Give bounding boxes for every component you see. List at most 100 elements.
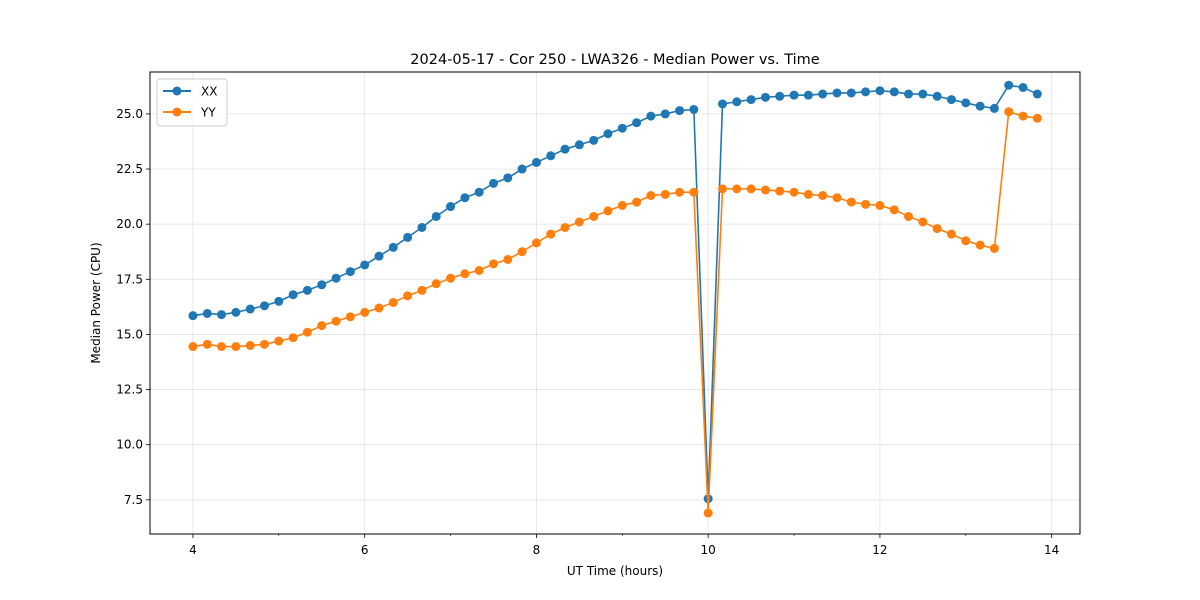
data-point-xx	[488, 178, 498, 188]
data-point-xx	[202, 308, 212, 318]
x-tick-label: 14	[1044, 543, 1059, 557]
data-point-yy	[517, 247, 527, 257]
data-point-yy	[474, 265, 484, 275]
data-point-yy	[789, 187, 799, 197]
data-point-xx	[946, 95, 956, 105]
data-point-yy	[603, 206, 613, 216]
data-point-xx	[660, 109, 670, 119]
data-point-xx	[388, 242, 398, 252]
plot-frame	[149, 71, 1081, 535]
data-point-xx	[889, 87, 899, 97]
data-point-yy	[760, 185, 770, 195]
data-point-xx	[1018, 82, 1028, 92]
data-point-yy	[689, 187, 699, 197]
data-point-xx	[345, 267, 355, 277]
data-point-xx	[789, 90, 799, 100]
data-point-xx	[546, 151, 556, 161]
data-point-xx	[989, 103, 999, 113]
data-point-xx	[861, 87, 871, 97]
data-point-yy	[231, 342, 241, 352]
data-point-yy	[803, 189, 813, 199]
data-point-yy	[617, 200, 627, 210]
data-point-yy	[259, 339, 269, 349]
data-point-yy	[574, 217, 584, 227]
data-point-yy	[460, 269, 470, 279]
data-point-yy	[632, 197, 642, 207]
axis-ticks: 4 6 8 10 12 14 7.5 10.0 12.5 15.0 17.5 20.0 22.5 25.0	[116, 107, 1059, 557]
legend-marker-yy	[172, 107, 182, 117]
data-point-xx	[317, 280, 327, 290]
data-point-xx	[818, 89, 828, 99]
data-point-yy	[675, 187, 685, 197]
data-point-xx	[632, 118, 642, 128]
data-point-xx	[417, 222, 427, 232]
data-point-yy	[660, 189, 670, 199]
data-point-xx	[918, 89, 928, 99]
data-point-xx	[904, 89, 914, 99]
data-point-yy	[288, 333, 298, 343]
data-point-xx	[718, 99, 728, 109]
data-point-yy	[846, 197, 856, 207]
data-point-yy	[274, 336, 284, 346]
data-point-xx	[1032, 89, 1042, 99]
data-point-yy	[1032, 113, 1042, 123]
data-point-xx	[760, 92, 770, 102]
x-tick-label: 4	[189, 543, 197, 557]
data-point-yy	[818, 190, 828, 200]
data-point-yy	[989, 243, 999, 253]
data-point-yy	[431, 279, 441, 289]
data-point-xx	[875, 86, 885, 96]
data-point-xx	[1004, 80, 1014, 90]
data-point-xx	[188, 311, 198, 321]
data-point-xx	[961, 98, 971, 108]
data-point-xx	[331, 273, 341, 283]
data-point-xx	[589, 135, 599, 145]
data-point-yy	[746, 184, 756, 194]
y-tick-label: 12.5	[116, 383, 143, 397]
data-point-xx	[431, 211, 441, 221]
data-point-xx	[259, 301, 269, 311]
data-point-yy	[403, 291, 413, 301]
data-point-xx	[288, 290, 298, 300]
data-point-xx	[846, 88, 856, 98]
data-point-xx	[245, 304, 255, 314]
data-point-xx	[302, 285, 312, 295]
data-point-xx	[775, 91, 785, 101]
data-point-yy	[904, 211, 914, 221]
data-point-xx	[646, 111, 656, 121]
data-point-xx	[932, 91, 942, 101]
data-point-yy	[861, 199, 871, 209]
data-point-xx	[574, 140, 584, 150]
data-point-yy	[388, 297, 398, 307]
data-point-yy	[975, 240, 985, 250]
data-point-xx	[603, 129, 613, 139]
data-point-yy	[360, 307, 370, 317]
y-tick-label: 22.5	[116, 162, 143, 176]
data-point-yy	[245, 340, 255, 350]
data-point-yy	[331, 316, 341, 326]
x-tick-label: 6	[361, 543, 369, 557]
data-point-yy	[718, 184, 728, 194]
data-point-xx	[832, 88, 842, 98]
data-point-xx	[446, 202, 456, 212]
x-tick-label: 12	[872, 543, 887, 557]
data-point-yy	[961, 236, 971, 246]
data-point-xx	[617, 123, 627, 133]
data-point-yy	[1018, 111, 1028, 121]
data-point-xx	[803, 90, 813, 100]
data-point-yy	[918, 217, 928, 227]
data-point-xx	[732, 97, 742, 107]
data-point-yy	[646, 190, 656, 200]
data-point-yy	[703, 508, 713, 518]
data-point-yy	[317, 321, 327, 331]
data-point-yy	[488, 259, 498, 269]
data-point-yy	[732, 184, 742, 194]
data-point-yy	[503, 254, 513, 264]
data-point-yy	[775, 186, 785, 196]
data-point-yy	[345, 312, 355, 322]
data-point-yy	[1004, 107, 1014, 117]
chart-title: 2024-05-17 - Cor 250 - LWA326 - Median P…	[410, 52, 819, 68]
grid	[150, 72, 1080, 534]
data-point-yy	[188, 342, 198, 352]
data-point-yy	[889, 205, 899, 215]
